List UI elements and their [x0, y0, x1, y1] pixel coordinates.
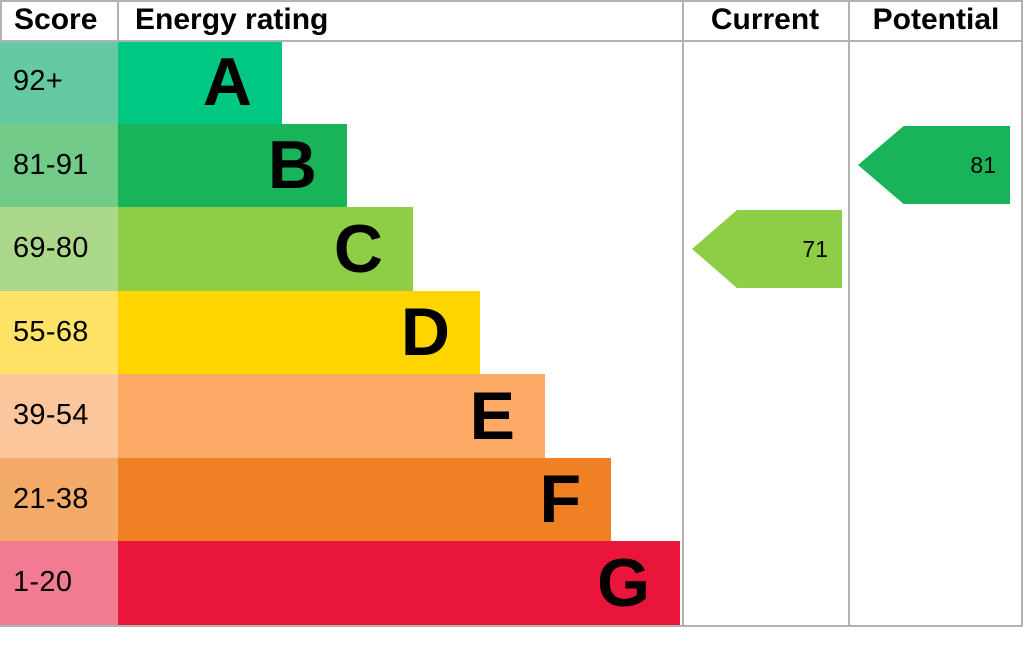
band-score-range: 21-38 [0, 457, 118, 541]
band-letter: E [469, 377, 515, 454]
band-letter: B [267, 127, 317, 204]
band-bar: F [118, 457, 611, 541]
header-row: Score Energy rating Current Potential [0, 0, 1024, 40]
band-score-range: 92+ [0, 40, 118, 124]
band-row: 92+ A [0, 40, 1024, 124]
band-row: 39-54 E [0, 374, 1024, 458]
band-score-range: 39-54 [0, 374, 118, 458]
band-row: 55-68 D [0, 290, 1024, 374]
potential-rating-value: 81 [970, 151, 996, 178]
band-letter: C [333, 210, 383, 287]
band-score-range: 55-68 [0, 290, 118, 374]
current-rating-value: 71 [802, 235, 828, 262]
band-row: 21-38 F [0, 457, 1024, 541]
band-score-range: 1-20 [0, 541, 118, 625]
band-rows: 92+ A 81-91 B 69-80 C 55-68 D 39-54 [0, 40, 1024, 625]
band-bar: C [118, 207, 413, 291]
band-row: 1-20 G [0, 541, 1024, 625]
band-bar: D [118, 290, 480, 374]
score-header: Score [14, 3, 98, 36]
band-row: 69-80 C [0, 207, 1024, 291]
grid-left-line [0, 0, 2, 40]
band-bar: B [118, 123, 347, 207]
band-bar: E [118, 374, 545, 458]
band-letter: D [400, 294, 450, 371]
band-bar: G [118, 541, 680, 625]
current-header: Current [710, 3, 820, 36]
grid-top-line [0, 0, 1023, 2]
band-bar: A [118, 40, 282, 124]
grid-bottom-line [0, 625, 1023, 627]
band-letter: A [202, 43, 252, 120]
grid-potential-left-line [848, 0, 850, 627]
band-row: 81-91 B [0, 123, 1024, 207]
band-score-range: 69-80 [0, 207, 118, 291]
energy-rating-header: Energy rating [135, 3, 329, 36]
grid-right-line [1021, 0, 1023, 627]
grid-score-divider [117, 0, 119, 40]
band-letter: F [539, 461, 581, 538]
grid-header-bottom-line [0, 40, 1023, 42]
band-score-range: 81-91 [0, 123, 118, 207]
potential-header: Potential [872, 3, 1000, 36]
grid-current-left-line [682, 0, 684, 627]
band-letter: G [597, 544, 650, 621]
